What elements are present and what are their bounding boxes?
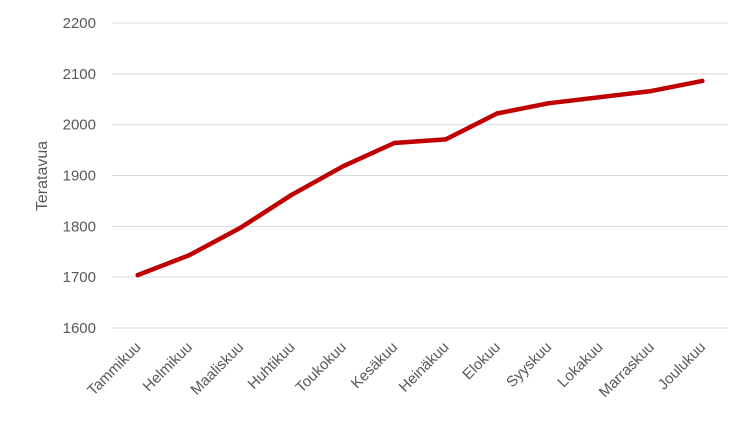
data-point: [494, 111, 500, 116]
y-tick-label: 1800: [63, 218, 96, 235]
series-line: [135, 78, 705, 278]
x-tick-label: Joulukuu: [655, 339, 709, 393]
x-tick-label: Lokakuu: [554, 339, 606, 391]
y-tick-label: 1900: [63, 168, 96, 185]
data-point: [186, 253, 192, 258]
data-point: [546, 101, 551, 106]
x-tick-label: Huhtikuu: [245, 339, 299, 393]
data-point: [289, 192, 294, 198]
data-point: [597, 95, 602, 100]
y-tick-label: 1700: [63, 269, 96, 286]
data-point: [443, 137, 448, 142]
data-point: [135, 272, 140, 278]
data-point: [648, 88, 654, 94]
x-tick-label: Elokuu: [459, 339, 503, 383]
y-tick-label: 2100: [63, 66, 96, 83]
y-axis-tick-labels: 1600 1700 1800 1900 2000 2100 2200: [63, 15, 96, 337]
y-tick-label: 2200: [63, 15, 96, 32]
x-tick-label: Tammikuu: [84, 339, 144, 399]
data-point: [392, 140, 397, 146]
data-point: [340, 164, 346, 169]
x-tick-label: Marraskuu: [596, 339, 658, 401]
gridlines: [112, 22, 728, 329]
data-point: [700, 78, 705, 84]
x-tick-label: Toukokuu: [292, 339, 349, 396]
x-tick-label: Syyskuu: [503, 339, 555, 391]
x-tick-label: Kesäkuu: [348, 339, 401, 392]
y-axis-title: Teratavua: [34, 141, 51, 211]
y-tick-label: 1600: [63, 320, 96, 337]
series-group: [135, 78, 705, 278]
x-axis-tick-labels: TammikuuHelmikuuMaaliskuuHuhtikuuToukoku…: [84, 339, 709, 401]
data-point: [238, 225, 243, 231]
y-tick-label: 2000: [63, 117, 96, 134]
x-tick-label: Maaliskuu: [187, 339, 247, 399]
x-tick-label: Heinäkuu: [396, 339, 453, 396]
